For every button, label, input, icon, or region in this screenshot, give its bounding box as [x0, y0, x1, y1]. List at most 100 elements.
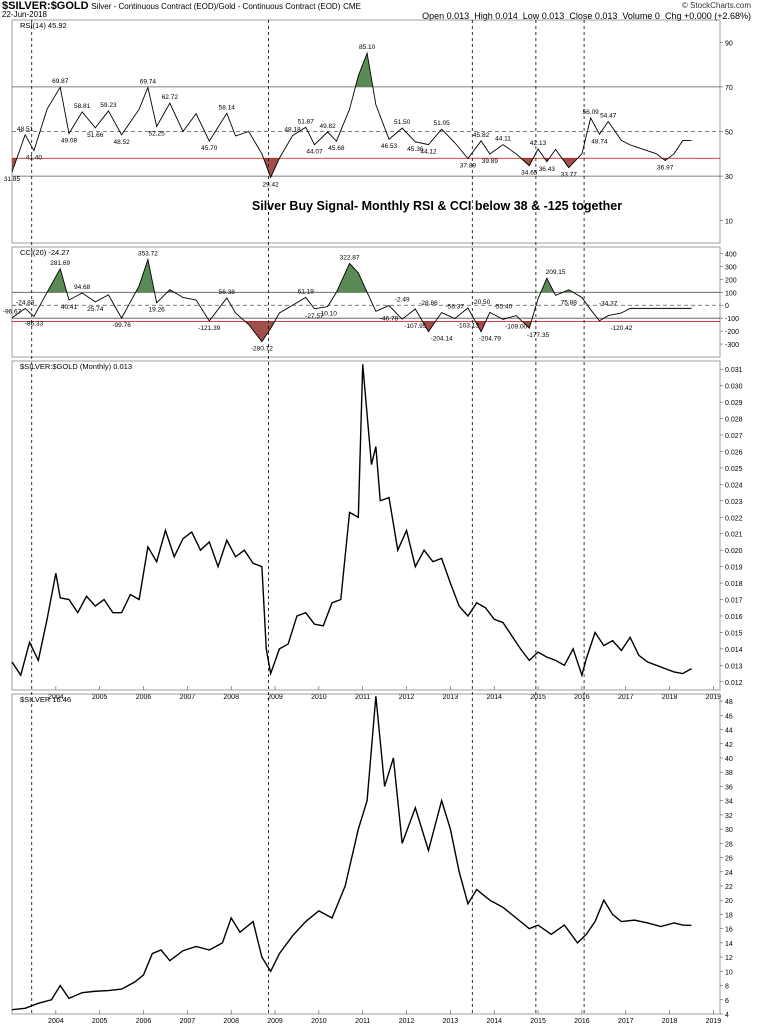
x-tick-label: 2008	[223, 694, 239, 701]
data-label: 59.23	[100, 102, 117, 109]
y-tick-label: 42	[725, 742, 733, 749]
y-tick-label: 16	[725, 927, 733, 934]
y-tick-label: 70	[725, 85, 733, 92]
data-label: -121.39	[198, 325, 220, 332]
y-tick-label: 30	[725, 174, 733, 181]
y-tick-label: 4	[725, 1012, 729, 1019]
chart-date: 22-Jun-2018	[2, 10, 47, 19]
panel--silver-gold-monthly-0-013: 0.012 0.013 0.014 0.015 0.016 0.017 0.018 0.019…	[11, 360, 743, 701]
ohlc-readout: Open 0.013 High 0.014 Low 0.013 Close 0.…	[422, 11, 751, 21]
data-label: 31.85	[4, 176, 21, 183]
y-tick-label: 0.014	[725, 647, 743, 654]
data-label: 48.52	[113, 139, 130, 146]
y-tick-label: 200	[725, 277, 737, 284]
data-label: 54.47	[600, 113, 617, 120]
y-tick-label: 100	[725, 290, 737, 297]
buy-signal-annotation: Silver Buy Signal- Monthly RSI & CCI bel…	[252, 199, 622, 213]
x-tick-label: 2013	[443, 1018, 459, 1024]
data-label: -28.86	[419, 300, 438, 307]
y-tick-label: 0.026	[725, 449, 743, 456]
x-tick-label: 2013	[443, 694, 459, 701]
y-tick-label: 40	[725, 756, 733, 763]
data-label: 322.87	[340, 254, 360, 261]
exchange-label: CME	[343, 2, 361, 11]
data-label: 44.07	[306, 149, 323, 156]
data-label: -24.83	[16, 299, 35, 306]
y-tick-label: 0.024	[725, 482, 743, 489]
data-label: 40.41	[61, 304, 78, 311]
x-tick-label: 2011	[355, 1018, 370, 1024]
x-tick-label: 2010	[311, 1018, 327, 1024]
panel-title: $SILVER:$GOLD (Monthly) 0.013	[20, 362, 132, 371]
y-tick-label: 10	[725, 969, 733, 976]
data-label: 58.14	[219, 104, 236, 111]
y-tick-label: 44	[725, 728, 733, 735]
symbol-description: Silver - Continuous Contract (EOD)/Gold …	[91, 2, 341, 11]
y-tick-label: 0.022	[725, 515, 743, 522]
panel-rsi: 10 30 50 70 90 31.85 48.51 41.40 69.87 49.08 58.81…	[4, 19, 733, 244]
x-tick-label: 2019	[706, 1018, 722, 1024]
y-tick-label: -300	[725, 342, 739, 349]
x-tick-label: 2014	[486, 694, 502, 701]
x-tick-label: 2006	[136, 1018, 152, 1024]
y-tick-label: 0.029	[725, 400, 743, 407]
x-tick-label: 2011	[355, 694, 370, 701]
y-tick-label: 28	[725, 841, 733, 848]
data-label: 69.87	[52, 78, 69, 85]
panel-title: CCI(20) -24.27	[20, 248, 70, 257]
x-tick-label: 2016	[574, 1018, 590, 1024]
data-label: 45.36	[407, 146, 424, 153]
x-tick-label: 2016	[574, 694, 590, 701]
data-label: -177.35	[527, 332, 549, 339]
data-label: -280.72	[251, 346, 273, 353]
data-label: 46.53	[381, 143, 398, 150]
data-label: -96.67	[3, 309, 22, 316]
overbought-fill	[47, 259, 574, 293]
data-label: 69.74	[140, 78, 157, 85]
data-label: 49.82	[320, 123, 337, 130]
x-tick-label: 2008	[223, 1018, 239, 1024]
y-tick-label: 0.030	[725, 384, 743, 391]
y-tick-label: 12	[725, 955, 733, 962]
volume-value: Volume 0	[622, 11, 660, 21]
y-tick-label: 18	[725, 912, 733, 919]
y-tick-label: 32	[725, 813, 733, 820]
x-tick-label: 2004	[48, 694, 64, 701]
y-tick-label: 0.025	[725, 466, 743, 473]
data-label: 45.68	[328, 145, 345, 152]
data-label: 56.38	[219, 289, 236, 296]
x-tick-label: 2014	[486, 1018, 502, 1024]
series-line	[11, 364, 692, 678]
series-line	[11, 51, 692, 179]
data-label: 44.12	[420, 149, 437, 156]
data-label: 25.74	[87, 306, 104, 313]
x-tick-label: 2006	[136, 694, 152, 701]
panel-title: RSI(14) 45.92	[20, 21, 67, 30]
data-label: 61.19	[298, 288, 315, 295]
x-tick-label: 2019	[706, 694, 722, 701]
data-label: 58.81	[74, 103, 91, 110]
data-label: -86.33	[25, 320, 44, 327]
data-label: 45.70	[201, 145, 218, 152]
y-tick-label: 0.031	[725, 367, 743, 374]
data-label: 39.89	[482, 158, 499, 165]
y-tick-label: 24	[725, 870, 733, 877]
x-tick-label: 2018	[662, 1018, 678, 1024]
chart-header: $SILVER:$GOLD Silver - Continuous Contra…	[2, 0, 361, 13]
x-tick-label: 2009	[267, 694, 283, 701]
x-tick-label: 2010	[311, 694, 327, 701]
low-value: Low 0.013	[522, 11, 565, 21]
x-tick-label: 2009	[267, 1018, 283, 1024]
panel-frame	[11, 360, 721, 691]
data-label: 48.18	[284, 127, 301, 134]
data-label: 33.77	[561, 172, 578, 179]
open-value: Open 0.013	[422, 11, 470, 21]
panel-title: $SILVER 16.46	[20, 695, 71, 704]
panel-frame	[11, 246, 721, 358]
x-tick-label: 2005	[92, 1018, 108, 1024]
data-label: -107.95	[404, 323, 426, 330]
data-label: 209.15	[546, 269, 566, 276]
data-label: 29.42	[263, 181, 280, 188]
data-label: -99.76	[112, 322, 131, 329]
y-tick-label: 0	[725, 303, 729, 310]
